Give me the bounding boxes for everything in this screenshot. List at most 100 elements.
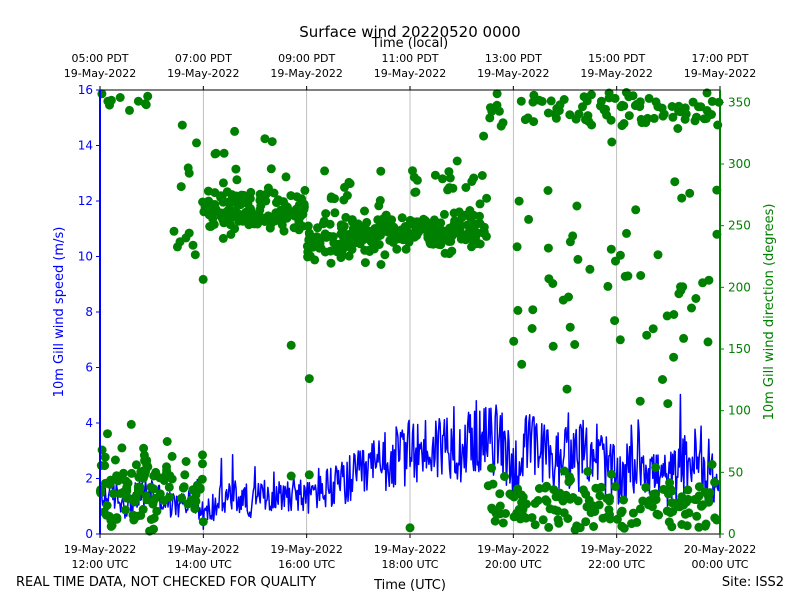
direction-point — [694, 102, 703, 112]
direction-point — [490, 516, 500, 526]
direction-point — [112, 513, 122, 523]
direction-point — [230, 126, 240, 136]
direction-point — [140, 99, 150, 109]
direction-series — [95, 88, 724, 536]
direction-point — [565, 110, 575, 120]
direction-point — [397, 213, 407, 223]
direction-point — [272, 198, 281, 208]
direction-point — [662, 506, 672, 516]
direction-point — [436, 240, 446, 250]
direction-point — [304, 470, 314, 480]
direction-point — [412, 175, 422, 185]
direction-point — [197, 474, 207, 484]
direction-point — [328, 193, 338, 203]
direction-point — [438, 174, 447, 184]
direction-point — [468, 222, 477, 232]
direction-point — [128, 510, 138, 520]
direction-point — [286, 471, 296, 481]
direction-point — [131, 460, 141, 470]
bottom-tick-time: 14:00 UTC — [175, 558, 232, 571]
left-tick-label: 16 — [78, 83, 93, 97]
direction-point — [246, 187, 256, 197]
direction-point — [636, 271, 646, 280]
direction-point — [691, 294, 701, 303]
left-tick-label: 10 — [78, 250, 93, 264]
direction-point — [692, 112, 701, 122]
chart-title: Surface wind 20220520 0000 — [299, 23, 520, 41]
direction-point — [330, 208, 340, 218]
direction-point — [198, 450, 207, 460]
direction-point — [162, 462, 171, 472]
direction-point — [190, 250, 200, 260]
direction-point — [348, 224, 358, 233]
direction-point — [218, 233, 228, 243]
direction-point — [482, 193, 492, 203]
direction-point — [423, 231, 433, 241]
direction-point — [267, 137, 277, 147]
top-tick-date: 19-May-2022 — [167, 67, 239, 80]
direction-point — [637, 118, 647, 128]
direction-point — [485, 113, 495, 123]
direction-point — [528, 97, 538, 107]
direction-point — [513, 484, 523, 494]
direction-point — [408, 217, 418, 227]
bottom-tick-date: 19-May-2022 — [64, 543, 136, 556]
direction-point — [696, 501, 706, 511]
direction-point — [260, 134, 270, 144]
direction-point — [198, 517, 208, 527]
direction-point — [707, 460, 717, 469]
direction-point — [617, 100, 627, 110]
direction-point — [310, 255, 320, 265]
left-axis-label: 10m Gill wind speed (m/s) — [52, 227, 67, 398]
direction-point — [205, 222, 215, 231]
direction-point — [501, 509, 510, 518]
bottom-tick-time: 16:00 UTC — [278, 558, 335, 571]
direction-point — [607, 469, 616, 479]
direction-point — [694, 522, 704, 532]
direction-point — [581, 489, 591, 499]
direction-point — [676, 282, 685, 292]
direction-point — [313, 223, 322, 233]
direction-point — [231, 197, 241, 207]
direction-point — [662, 311, 672, 321]
direction-point — [590, 507, 600, 516]
direction-point — [703, 337, 713, 347]
direction-point — [384, 220, 394, 230]
top-tick-time: 05:00 PDT — [71, 52, 128, 65]
direction-point — [604, 505, 614, 515]
bottom-tick-date: 20-May-2022 — [684, 543, 756, 556]
direction-point — [117, 443, 127, 453]
direction-point — [554, 518, 564, 528]
direction-point — [265, 223, 275, 233]
direction-point — [402, 230, 412, 240]
direction-point — [619, 495, 628, 505]
left-tick-label: 8 — [85, 305, 93, 319]
direction-point — [255, 205, 265, 215]
direction-point — [188, 240, 198, 250]
direction-point — [121, 505, 130, 515]
direction-point — [410, 232, 419, 242]
direction-point — [344, 177, 354, 187]
direction-point — [106, 475, 116, 485]
top-tick-time: 13:00 PDT — [485, 52, 542, 65]
direction-point — [300, 185, 310, 195]
direction-point — [513, 305, 523, 315]
speed-series-line — [99, 393, 721, 531]
direction-point — [632, 517, 642, 527]
direction-point — [374, 201, 384, 211]
direction-point — [449, 219, 459, 229]
direction-point — [514, 196, 524, 206]
right-tick-label: 100 — [728, 404, 751, 418]
right-tick-label: 350 — [728, 95, 751, 109]
direction-point — [164, 482, 174, 492]
direction-point — [342, 231, 352, 241]
direction-point — [357, 232, 367, 242]
direction-point — [611, 256, 620, 266]
direction-point — [119, 468, 128, 478]
direction-point — [439, 209, 449, 219]
top-tick-time: 11:00 PDT — [381, 52, 438, 65]
direction-point — [573, 496, 583, 506]
direction-point — [591, 483, 601, 493]
direction-point — [516, 96, 526, 106]
